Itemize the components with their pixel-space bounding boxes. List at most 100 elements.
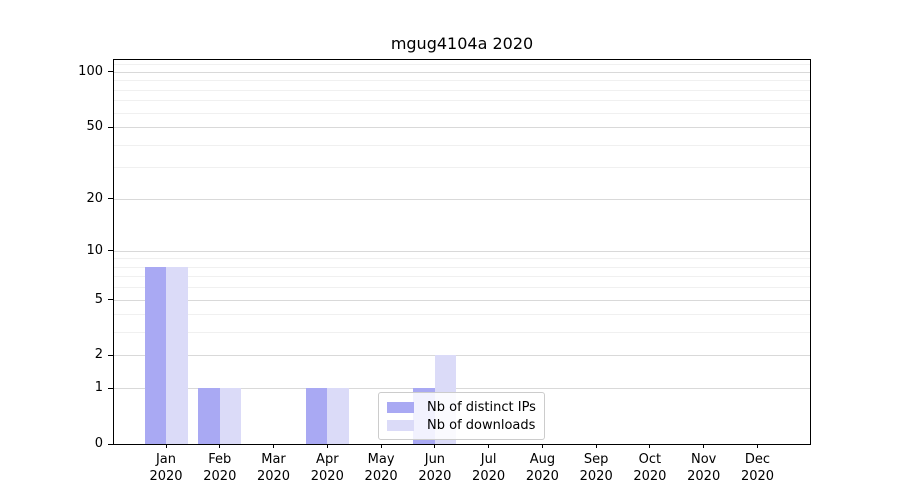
x-tick-label-jun-2020: Jun 2020 <box>403 451 467 485</box>
x-tick-label-dec-2020: Dec 2020 <box>726 451 790 485</box>
x-tick-label-month: Apr <box>316 452 339 467</box>
minor-gridline <box>114 100 810 102</box>
x-tick-label-month: Jan <box>155 452 177 467</box>
y-tick-mark <box>108 443 113 445</box>
x-tick-label-month: Sep <box>583 452 609 467</box>
minor-gridline <box>114 64 810 66</box>
y-tick-mark <box>108 198 113 199</box>
x-tick-label-month: Oct <box>638 452 662 467</box>
y-tick-label: 0 <box>94 436 103 451</box>
x-tick-label-may-2020: May 2020 <box>349 451 413 485</box>
x-tick-mark <box>434 444 436 448</box>
x-tick-label-year: 2020 <box>472 469 506 484</box>
x-tick-label-year: 2020 <box>364 469 398 484</box>
bar-nb-of-distinct-ips-feb-2020 <box>198 388 220 444</box>
y-tick-label: 10 <box>86 242 103 258</box>
x-tick-mark <box>649 444 651 448</box>
x-tick-label-year: 2020 <box>203 469 237 484</box>
x-tick-label-month: Feb <box>208 452 232 467</box>
legend-entry-nb-of-distinct-ips: Nb of distinct IPs <box>387 398 536 416</box>
minor-gridline <box>114 314 810 316</box>
x-tick-mark <box>757 444 758 448</box>
x-tick-label-jan-2020: Jan 2020 <box>134 451 198 485</box>
major-gridline <box>114 355 810 357</box>
x-tick-label-oct-2020: Oct 2020 <box>618 451 682 485</box>
x-tick-label-year: 2020 <box>579 469 613 484</box>
minor-gridline <box>114 112 810 114</box>
x-tick-label-year: 2020 <box>418 469 452 484</box>
legend-label: Nb of downloads <box>427 417 536 433</box>
major-gridline <box>114 71 810 73</box>
bar-nb-of-downloads-feb-2020 <box>219 388 242 444</box>
minor-gridline <box>114 80 810 82</box>
minor-gridline <box>114 266 810 268</box>
y-tick-mark <box>108 250 113 252</box>
x-tick-label-jul-2020: Jul 2020 <box>457 451 521 485</box>
x-tick-label-month: Mar <box>261 452 286 467</box>
x-tick-label-year: 2020 <box>310 469 344 484</box>
minor-gridline <box>114 258 810 260</box>
plot-area <box>108 59 811 448</box>
x-tick-label-nov-2020: Nov 2020 <box>672 451 736 485</box>
bar-nb-of-downloads-apr-2020 <box>327 388 349 444</box>
minor-gridline <box>114 276 810 278</box>
y-tick-label: 5 <box>94 291 103 307</box>
x-tick-mark <box>703 444 705 448</box>
legend-swatch-nb-of-distinct-ips <box>387 401 414 413</box>
legend: Nb of distinct IPs Nb of downloads <box>378 392 545 440</box>
major-gridline <box>114 198 810 200</box>
x-tick-mark <box>488 444 490 448</box>
x-tick-mark <box>165 444 167 448</box>
major-gridline <box>114 299 810 301</box>
x-tick-mark <box>380 444 382 448</box>
x-tick-label-month: Jun <box>424 452 446 467</box>
y-tick-mark <box>108 71 113 73</box>
x-tick-mark <box>273 444 274 448</box>
minor-gridline <box>114 89 810 91</box>
bar-nb-of-distinct-ips-apr-2020 <box>305 388 328 444</box>
legend-swatch-nb-of-downloads <box>387 419 414 431</box>
x-tick-label-aug-2020: Aug 2020 <box>510 451 574 485</box>
y-tick-mark <box>108 387 113 389</box>
x-tick-label-month: Jul <box>480 452 497 467</box>
y-tick-label: 2 <box>94 347 103 363</box>
x-tick-label-year: 2020 <box>525 469 559 484</box>
y-tick-label: 1 <box>94 380 103 396</box>
chart-title: mgug4104a 2020 <box>390 34 534 53</box>
x-tick-label-mar-2020: Mar 2020 <box>242 451 306 485</box>
y-tick-mark <box>108 299 113 300</box>
y-tick-mark <box>108 126 113 128</box>
y-tick-label: 100 <box>78 63 103 79</box>
y-tick-label: 50 <box>86 119 103 134</box>
x-tick-label-year: 2020 <box>687 469 721 484</box>
y-tick-mark <box>108 354 113 356</box>
x-tick-mark <box>219 444 221 448</box>
bar-nb-of-downloads-jan-2020 <box>166 266 188 444</box>
x-tick-mark <box>326 444 328 448</box>
x-tick-label-apr-2020: Apr 2020 <box>295 451 359 485</box>
minor-gridline <box>114 287 810 289</box>
x-tick-label-month: Dec <box>744 452 771 467</box>
x-tick-label-feb-2020: Feb 2020 <box>188 451 252 485</box>
y-tick-label: 20 <box>86 190 103 206</box>
x-tick-label-month: Nov <box>691 452 717 467</box>
major-gridline <box>114 250 810 252</box>
x-tick-label-month: Aug <box>529 452 556 467</box>
major-gridline <box>114 127 810 128</box>
minor-gridline <box>114 332 810 334</box>
minor-gridline <box>114 167 810 169</box>
x-tick-label-year: 2020 <box>149 469 183 484</box>
legend-label: Nb of distinct IPs <box>427 399 536 415</box>
x-tick-label-sep-2020: Sep 2020 <box>564 451 628 485</box>
x-tick-mark <box>595 444 597 448</box>
legend-entry-nb-of-downloads: Nb of downloads <box>387 416 536 434</box>
x-tick-label-year: 2020 <box>740 469 775 484</box>
x-tick-label-year: 2020 <box>633 469 667 484</box>
major-gridline <box>114 388 810 390</box>
bar-nb-of-distinct-ips-jan-2020 <box>144 266 166 444</box>
x-tick-label-month: May <box>367 452 395 467</box>
x-tick-label-year: 2020 <box>256 469 291 484</box>
minor-gridline <box>114 144 810 146</box>
x-tick-mark <box>541 444 543 448</box>
